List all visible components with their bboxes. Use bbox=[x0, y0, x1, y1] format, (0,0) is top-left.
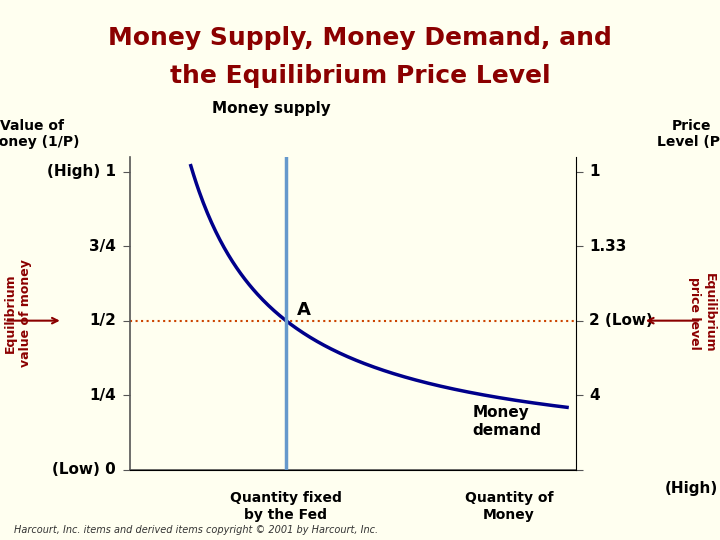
Text: Harcourt, Inc. items and derived items copyright © 2001 by Harcourt, Inc.: Harcourt, Inc. items and derived items c… bbox=[14, 524, 379, 535]
Text: Money supply: Money supply bbox=[212, 101, 330, 116]
Text: Quantity fixed
by the Fed: Quantity fixed by the Fed bbox=[230, 491, 342, 522]
Text: (High): (High) bbox=[665, 481, 718, 496]
Text: 1: 1 bbox=[590, 164, 600, 179]
Text: Equilibrium
value of money: Equilibrium value of money bbox=[4, 259, 32, 367]
Text: the Equilibrium Price Level: the Equilibrium Price Level bbox=[170, 64, 550, 87]
Text: 1.33: 1.33 bbox=[590, 239, 627, 254]
Text: Equilibrium
price level: Equilibrium price level bbox=[688, 273, 716, 353]
Text: 3/4: 3/4 bbox=[89, 239, 116, 254]
Text: A: A bbox=[297, 301, 311, 319]
Text: 4: 4 bbox=[590, 388, 600, 403]
Text: Value of
Money (1/P): Value of Money (1/P) bbox=[0, 119, 80, 149]
Text: Money Supply, Money Demand, and: Money Supply, Money Demand, and bbox=[108, 26, 612, 50]
Text: Quantity of
Money: Quantity of Money bbox=[465, 491, 553, 522]
Text: 1/4: 1/4 bbox=[89, 388, 116, 403]
Text: (Low) 0: (Low) 0 bbox=[53, 462, 116, 477]
Text: 2 (Low): 2 (Low) bbox=[590, 313, 653, 328]
Text: Money
demand: Money demand bbox=[472, 405, 541, 437]
Text: 1/2: 1/2 bbox=[89, 313, 116, 328]
Text: (High) 1: (High) 1 bbox=[48, 164, 116, 179]
Text: Price
Level (P): Price Level (P) bbox=[657, 119, 720, 149]
